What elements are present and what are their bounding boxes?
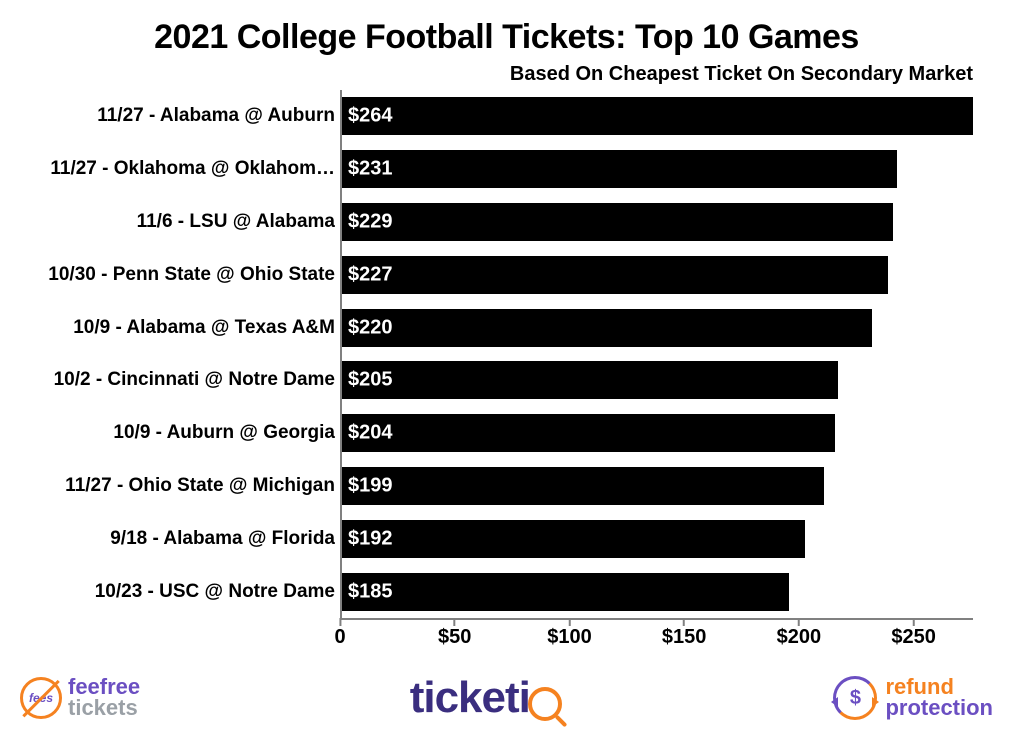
feefree-line2: tickets: [68, 698, 140, 719]
bar-value-label: $199: [348, 474, 393, 497]
chart-subtitle: Based On Cheapest Ticket On Secondary Ma…: [0, 57, 1013, 86]
y-axis-label: 10/2 - Cincinnati @ Notre Dame: [54, 369, 335, 391]
x-axis: 0$50$100$150$200$250: [340, 620, 973, 650]
bar: $231: [342, 150, 897, 188]
bar: $199: [342, 467, 824, 505]
refund-icon: $: [833, 676, 877, 720]
no-fees-icon: fees: [20, 677, 62, 719]
y-axis-label: 9/18 - Alabama @ Florida: [110, 528, 335, 550]
chart-area: 11/27 - Alabama @ Auburn 11/27 - Oklahoma…: [0, 90, 1013, 650]
bar: $185: [342, 573, 789, 611]
x-axis-tick: $200: [777, 626, 822, 649]
x-axis-tick: $50: [438, 626, 471, 649]
x-axis-tick: $250: [891, 626, 936, 649]
magnifier-icon: [528, 687, 562, 721]
bar: $204: [342, 414, 835, 452]
x-axis-tick: 0: [334, 626, 345, 649]
bar: $192: [342, 520, 805, 558]
bar-value-label: $229: [348, 210, 393, 233]
y-axis-label: 10/23 - USC @ Notre Dame: [95, 581, 335, 603]
plot-area: $264 $231 $229 $227 $220 $205 $204 $199 $192 $185: [340, 90, 973, 620]
y-axis-labels: 11/27 - Alabama @ Auburn 11/27 - Oklahoma…: [0, 90, 335, 620]
refund-icon-text: $: [850, 687, 861, 710]
footer-logos: fees feefree tickets ticket i $ refund p…: [20, 663, 993, 733]
bar-value-label: $264: [348, 105, 393, 128]
ticketiq-logo: ticket i: [410, 673, 564, 723]
bar: $229: [342, 203, 893, 241]
chart-title: 2021 College Football Tickets: Top 10 Ga…: [0, 0, 1013, 57]
bar: $227: [342, 256, 888, 294]
bar-value-label: $227: [348, 263, 393, 286]
bar-value-label: $205: [348, 369, 393, 392]
y-axis-label: 10/9 - Auburn @ Georgia: [113, 422, 335, 444]
feefree-tickets-logo: fees feefree tickets: [20, 677, 140, 719]
bar: $264: [342, 97, 973, 135]
y-axis-label: 10/9 - Alabama @ Texas A&M: [73, 317, 335, 339]
y-axis-label: 11/27 - Alabama @ Auburn: [97, 105, 335, 127]
refund-line2: protection: [885, 698, 993, 719]
bar-value-label: $185: [348, 580, 393, 603]
bar: $205: [342, 361, 838, 399]
x-axis-tick: $100: [547, 626, 592, 649]
y-axis-label: 10/30 - Penn State @ Ohio State: [48, 264, 335, 286]
y-axis-label: 11/27 - Ohio State @ Michigan: [65, 475, 335, 497]
bar-value-label: $192: [348, 527, 393, 550]
bar: $220: [342, 309, 872, 347]
y-axis-label: 11/6 - LSU @ Alabama: [137, 211, 335, 233]
ticketiq-prefix: ticket: [410, 673, 519, 723]
bar-value-label: $231: [348, 158, 393, 181]
bar-value-label: $220: [348, 316, 393, 339]
x-axis-tick: $150: [662, 626, 707, 649]
bar-value-label: $204: [348, 422, 393, 445]
refund-protection-logo: $ refund protection: [833, 676, 993, 720]
y-axis-label: 11/27 - Oklahoma @ Oklahom…: [50, 158, 335, 180]
